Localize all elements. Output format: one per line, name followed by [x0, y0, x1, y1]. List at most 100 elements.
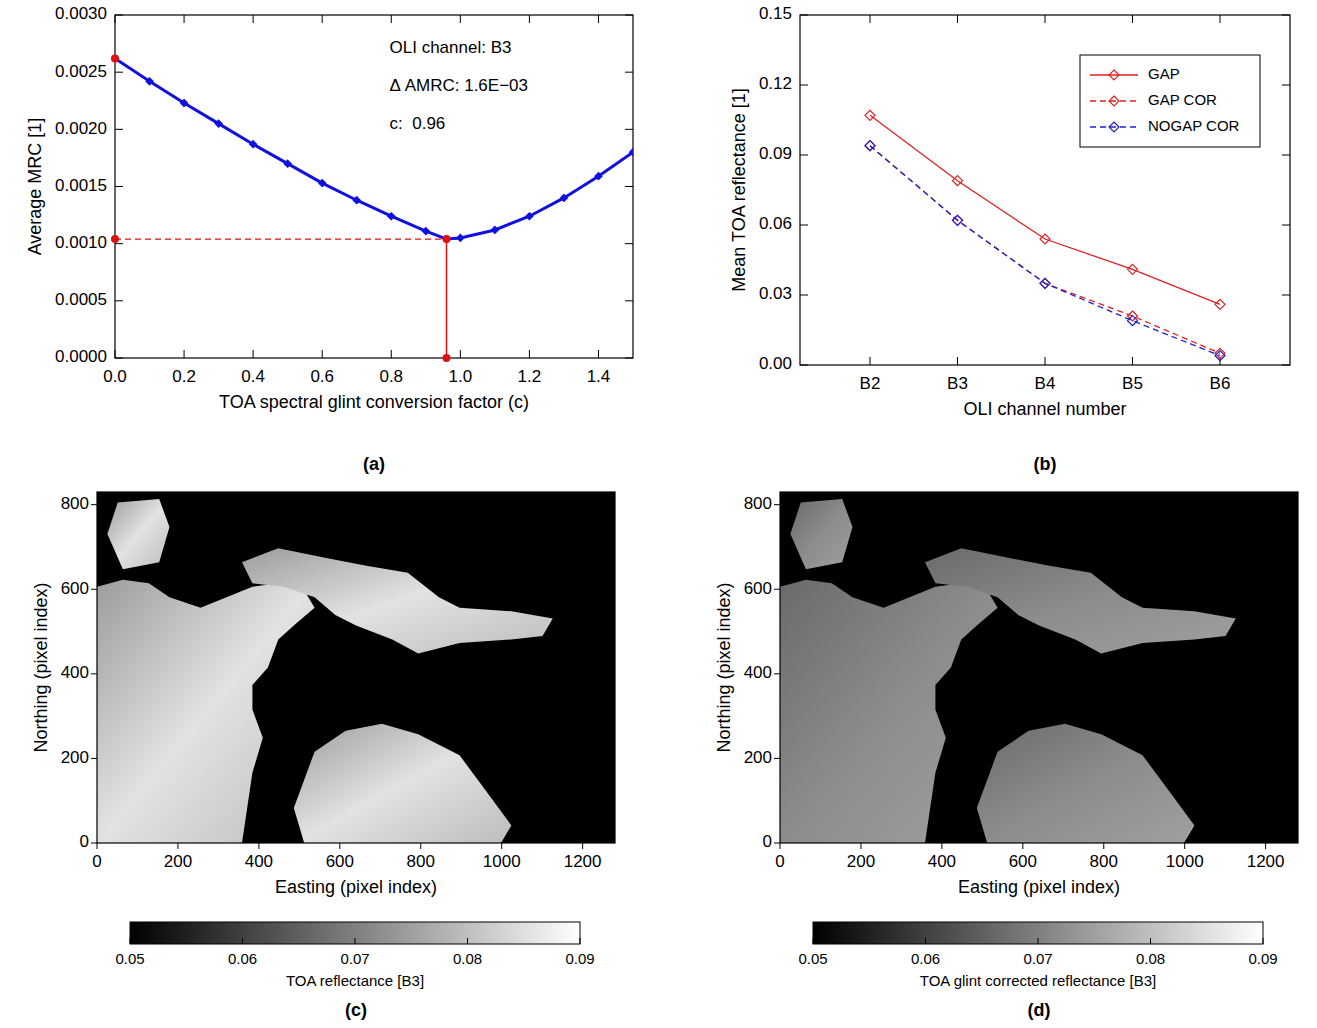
y-tick: [800, 365, 808, 366]
colorbar-tick: [467, 938, 468, 944]
marker: [595, 173, 602, 180]
water-region: [790, 499, 852, 569]
plot-frame: [115, 15, 633, 358]
x-tick-label: 0.6: [310, 367, 334, 386]
annotation: c: 0.96: [390, 114, 446, 133]
legend-box: [1080, 55, 1260, 147]
x-tick-top: [322, 15, 323, 23]
annotation: Δ AMRC: 1.6E−03: [390, 76, 528, 95]
colorbar-tick-label: 0.09: [1248, 950, 1277, 967]
image-background: [780, 492, 1298, 843]
highlight-point: [443, 235, 451, 243]
x-tick-top: [957, 15, 958, 23]
panel-label: (c): [345, 1000, 367, 1020]
legend-line: [1090, 74, 1138, 75]
colorbar-title: TOA reflectance [B3]: [286, 972, 424, 989]
x-tick-label: 0: [775, 852, 784, 871]
y-tick-label: 0.06: [759, 214, 792, 233]
marker: [953, 176, 963, 186]
y-tick-right: [1282, 295, 1290, 296]
x-tick: [1022, 843, 1023, 849]
y-tick: [91, 758, 97, 759]
x-tick-label: 800: [1090, 852, 1118, 871]
x-tick-label: 400: [245, 852, 273, 871]
min-guide-h: [115, 238, 447, 239]
x-tick-top: [253, 15, 254, 23]
marker: [215, 120, 222, 127]
legend-label: NOGAP COR: [1148, 117, 1240, 134]
marker: [630, 149, 634, 156]
y-tick-label: 0.15: [759, 4, 792, 23]
y-tick: [91, 589, 97, 590]
x-tick: [1184, 843, 1185, 849]
figure: 0.00.20.40.60.81.01.21.40.00000.00050.00…: [0, 0, 1317, 1028]
series-line: [115, 58, 633, 239]
x-tick-label: B5: [1122, 374, 1143, 393]
highlight-point: [443, 354, 451, 362]
marker: [443, 236, 450, 243]
x-tick-label: 400: [928, 852, 956, 871]
panel-label: (b): [1034, 454, 1057, 474]
x-tick-label: 600: [1009, 852, 1037, 871]
y-tick: [774, 673, 780, 674]
marker: [319, 180, 326, 187]
y-tick-label: 400: [744, 663, 772, 682]
y-tick-label: 0.0010: [55, 233, 107, 252]
colorbar-title: TOA glint corrected reflectance [B3]: [920, 972, 1157, 989]
y-tick-label: 0.03: [759, 284, 792, 303]
x-tick-top: [598, 15, 599, 23]
x-tick-label: 0.2: [172, 367, 196, 386]
legend-label: GAP COR: [1148, 91, 1217, 108]
legend-label: GAP: [1148, 65, 1180, 82]
highlight-point: [111, 54, 119, 62]
x-tick: [529, 350, 530, 358]
y-tick: [800, 295, 808, 296]
marker: [865, 141, 875, 151]
min-guide-v: [446, 239, 448, 358]
y-tick-right: [625, 358, 633, 359]
y-tick: [91, 843, 97, 844]
colorbar-tick-label: 0.06: [228, 950, 257, 967]
colorbar-tick: [1150, 938, 1151, 944]
image: [780, 499, 1236, 843]
water-region: [107, 499, 169, 569]
y-tick: [91, 673, 97, 674]
x-tick-label: 1000: [1166, 852, 1204, 871]
water-region: [780, 580, 998, 843]
x-tick: [253, 350, 254, 358]
legend-line: [1090, 100, 1138, 101]
y-tick-label: 0.0015: [55, 176, 107, 195]
x-tick: [115, 350, 116, 358]
x-tick: [258, 843, 259, 849]
y-tick: [115, 186, 123, 187]
x-tick-top: [184, 15, 185, 23]
y-tick-label: 0.00: [759, 354, 792, 373]
panel-2: 0200400600800100012000200400600800Eastin…: [31, 492, 615, 1020]
marker: [457, 234, 464, 241]
y-tick-label: 0: [763, 832, 772, 851]
plot-frame: [800, 15, 1290, 365]
y-tick: [91, 504, 97, 505]
colorbar-tick-label: 0.05: [798, 950, 827, 967]
y-tick: [800, 85, 808, 86]
marker: [560, 194, 567, 201]
x-tick-top: [870, 15, 871, 23]
x-tick-label: 0.4: [241, 367, 265, 386]
x-tick: [322, 350, 323, 358]
y-tick-label: 200: [744, 748, 772, 767]
marker: [422, 228, 429, 235]
water-region: [294, 724, 512, 843]
y-axis-title: Northing (pixel index): [714, 582, 734, 752]
marker: [1215, 351, 1225, 361]
water-region: [242, 548, 553, 653]
colorbar-tick-label: 0.07: [340, 950, 369, 967]
y-tick-right: [625, 243, 633, 244]
y-tick: [800, 225, 808, 226]
panel-1: B2B3B4B5B60.000.030.060.090.120.15OLI ch…: [729, 4, 1290, 474]
marker: [250, 141, 257, 148]
x-tick-top: [391, 15, 392, 23]
series-line: [870, 146, 1220, 354]
marker: [146, 78, 153, 85]
x-axis-title: OLI channel number: [963, 399, 1126, 419]
water-region: [97, 580, 315, 843]
